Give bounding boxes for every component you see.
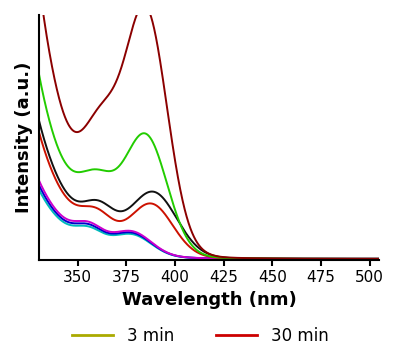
Legend: 3 min, 30 min: 3 min, 30 min [65,320,335,352]
Y-axis label: Intensity (a.u.): Intensity (a.u.) [15,62,33,213]
X-axis label: Wavelength (nm): Wavelength (nm) [122,291,296,309]
